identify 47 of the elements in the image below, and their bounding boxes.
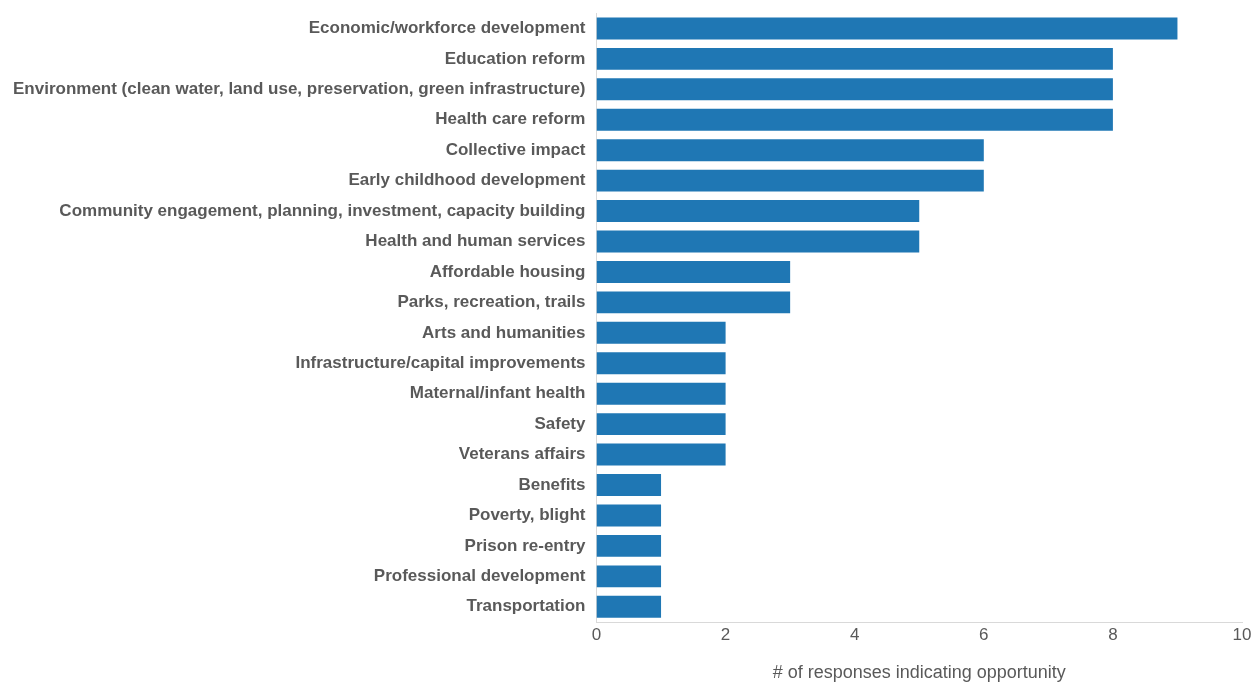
bar xyxy=(596,504,662,527)
bar xyxy=(596,413,726,436)
bar xyxy=(596,595,662,618)
y-tick-label: Affordable housing xyxy=(429,261,586,281)
y-tick-label: Health and human services xyxy=(365,231,586,251)
bar xyxy=(596,78,1113,101)
bar xyxy=(596,565,662,588)
x-tick-label: 4 xyxy=(849,624,860,644)
y-tick-label: Economic/workforce development xyxy=(308,18,586,38)
x-axis-title: # of responses indicating opportunity xyxy=(772,662,1066,683)
bar xyxy=(596,534,662,557)
y-tick-label: Prison re-entry xyxy=(464,535,587,555)
bar xyxy=(596,139,984,162)
bar xyxy=(596,321,726,344)
bar xyxy=(596,169,984,192)
y-tick-label: Parks, recreation, trails xyxy=(397,292,586,312)
y-tick-label: Veterans affairs xyxy=(458,444,586,464)
bar xyxy=(596,260,791,283)
bar xyxy=(596,474,662,496)
x-tick-label: 6 xyxy=(979,624,989,644)
y-tick-label: Education reform xyxy=(444,48,586,68)
bar xyxy=(596,17,1178,40)
y-tick-label: Safety xyxy=(534,413,587,433)
bar xyxy=(596,108,1113,131)
y-tick-label: Community engagement, planning, investment, capacity building xyxy=(59,200,586,220)
y-tick-label: Environment (clean water, land use, preservation, green infrastructure) xyxy=(13,78,586,98)
x-tick-label: 0 xyxy=(591,624,602,644)
bar xyxy=(596,443,726,466)
y-tick-label: Arts and humanities xyxy=(422,322,586,342)
bar xyxy=(596,47,1113,70)
y-tick-label: Collective impact xyxy=(445,139,586,159)
y-tick-label: Early childhood development xyxy=(348,170,586,190)
y-tick-label: Infrastructure/capital improvements xyxy=(295,352,586,372)
bar xyxy=(596,382,726,405)
y-tick-label: Poverty, blight xyxy=(468,505,586,525)
y-tick-label: Health care reform xyxy=(435,109,586,129)
y-tick-label: Benefits xyxy=(518,474,586,494)
bar xyxy=(596,352,726,375)
x-tick-label: 10 xyxy=(1232,624,1252,644)
x-tick-label: 8 xyxy=(1108,624,1118,644)
y-tick-label: Professional development xyxy=(373,566,586,586)
y-tick-label: Maternal/infant health xyxy=(409,383,586,403)
bar xyxy=(596,200,920,223)
bar xyxy=(596,230,920,253)
x-tick-label: 2 xyxy=(720,624,731,644)
y-tick-label: Transportation xyxy=(466,596,586,616)
bar xyxy=(596,291,791,314)
